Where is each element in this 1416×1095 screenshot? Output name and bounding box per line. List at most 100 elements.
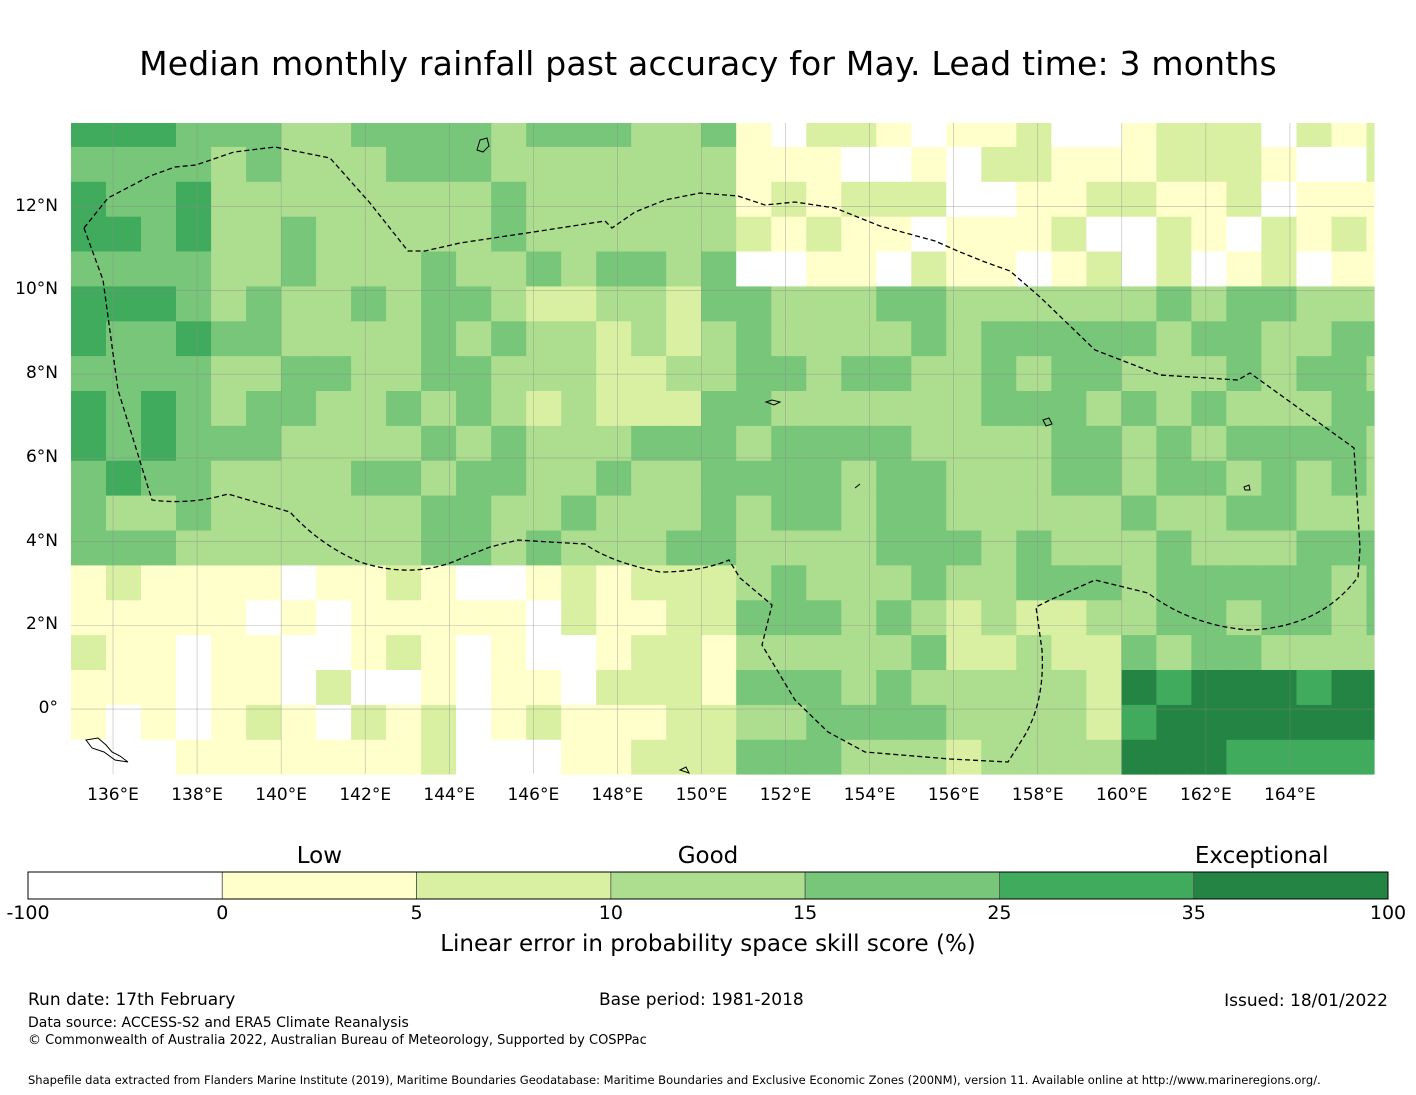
- skill-cell: [1121, 564, 1157, 601]
- skill-cell: [1086, 123, 1122, 147]
- skill-cell: [1331, 250, 1368, 287]
- legend-label-good: Good: [677, 843, 739, 869]
- skill-cell: [456, 390, 492, 426]
- skill-cell: [806, 634, 842, 670]
- skill-cell: [491, 704, 527, 740]
- skill-cell: [946, 425, 982, 461]
- skill-cell: [596, 599, 632, 636]
- skill-cell: [211, 739, 247, 775]
- skill-cell: [421, 146, 457, 182]
- colorbar-tick-label: 5: [410, 902, 423, 924]
- skill-cell: [351, 564, 387, 601]
- skill-cell: [456, 250, 492, 287]
- skill-cell: [1261, 460, 1297, 496]
- skill-cell: [911, 669, 947, 705]
- skill-cell: [771, 216, 807, 252]
- skill-cell: [1191, 495, 1227, 531]
- skill-cell: [141, 123, 177, 147]
- skill-cell: [1296, 634, 1333, 670]
- skill-cell: [246, 355, 282, 391]
- skill-cell: [456, 123, 492, 147]
- skill-cell: [421, 495, 457, 531]
- skill-cell: [946, 704, 982, 740]
- skill-cell: [526, 564, 562, 601]
- skill-cell: [1121, 634, 1157, 670]
- skill-cell: [771, 460, 807, 496]
- skill-cell: [1261, 634, 1297, 670]
- skill-cell: [1366, 123, 1375, 147]
- latitude-tick-label: 2°N: [25, 614, 58, 635]
- skill-cell: [141, 216, 177, 252]
- skill-cell: [71, 146, 107, 182]
- skill-cell: [316, 181, 352, 217]
- guam-island: [476, 137, 490, 153]
- skill-cell: [351, 181, 387, 217]
- skill-cell: [736, 123, 772, 147]
- skill-cell: [631, 146, 667, 182]
- skill-cell: [281, 123, 317, 147]
- skill-cell: [736, 564, 772, 601]
- colorbar: [27, 871, 1389, 900]
- skill-cell: [771, 285, 807, 322]
- skill-cell: [1261, 123, 1297, 147]
- skill-cell: [806, 529, 842, 566]
- island-outlines: [85, 137, 1251, 774]
- skill-cell: [526, 599, 562, 636]
- skill-cell: [701, 123, 737, 147]
- skill-cell: [1191, 390, 1227, 426]
- skill-cell: [1296, 181, 1333, 217]
- skill-cell: [701, 704, 737, 740]
- skill-cell: [1156, 216, 1192, 252]
- skill-cell: [1261, 250, 1297, 287]
- skill-cell: [491, 634, 527, 670]
- skill-cell: [71, 495, 107, 531]
- skill-cell: [596, 425, 632, 461]
- skill-cell: [491, 739, 527, 775]
- skill-cell: [631, 320, 667, 357]
- skill-cell: [1156, 599, 1192, 636]
- skill-cell: [106, 669, 142, 705]
- skill-cell: [386, 181, 422, 217]
- skill-cell: [1366, 355, 1375, 391]
- skill-cell: [316, 564, 352, 601]
- skill-cell: [421, 669, 457, 705]
- skill-cell: [351, 425, 387, 461]
- skill-cell: [631, 285, 667, 322]
- skill-cell: [1016, 123, 1052, 147]
- run-date: Run date: 17th February: [28, 990, 236, 1010]
- skill-cell: [421, 599, 457, 636]
- skill-cell: [561, 146, 597, 182]
- skill-cell: [176, 669, 212, 705]
- colorbar-segment: [1193, 871, 1389, 900]
- graticule: [71, 123, 1374, 774]
- skill-cell: [876, 564, 912, 601]
- base-period: Base period: 1981-2018: [599, 990, 804, 1010]
- skill-cell: [1331, 390, 1368, 426]
- skill-cell: [526, 123, 562, 147]
- skill-cell: [1156, 529, 1192, 566]
- skill-cell: [1121, 355, 1157, 391]
- skill-cell: [876, 390, 912, 426]
- skill-cell: [456, 495, 492, 531]
- skill-cell: [1016, 669, 1052, 705]
- skill-cell: [421, 460, 457, 496]
- skill-cell: [106, 425, 142, 461]
- skill-cell: [1086, 634, 1122, 670]
- skill-cell: [1366, 390, 1375, 426]
- skill-cell: [141, 634, 177, 670]
- skill-cell: [421, 181, 457, 217]
- skill-cell: [1331, 495, 1368, 531]
- skill-cell: [176, 460, 212, 496]
- skill-cell: [246, 123, 282, 147]
- skill-cell: [491, 495, 527, 531]
- skill-cell: [911, 634, 947, 670]
- skill-cell: [841, 669, 877, 705]
- skill-cell: [1296, 216, 1333, 252]
- skill-cell: [771, 529, 807, 566]
- skill-cell: [386, 320, 422, 357]
- skill-cell: [316, 669, 352, 705]
- skill-cell: [876, 704, 912, 740]
- skill-cell: [1366, 495, 1375, 531]
- skill-cell: [1191, 529, 1227, 566]
- skill-cell: [421, 355, 457, 391]
